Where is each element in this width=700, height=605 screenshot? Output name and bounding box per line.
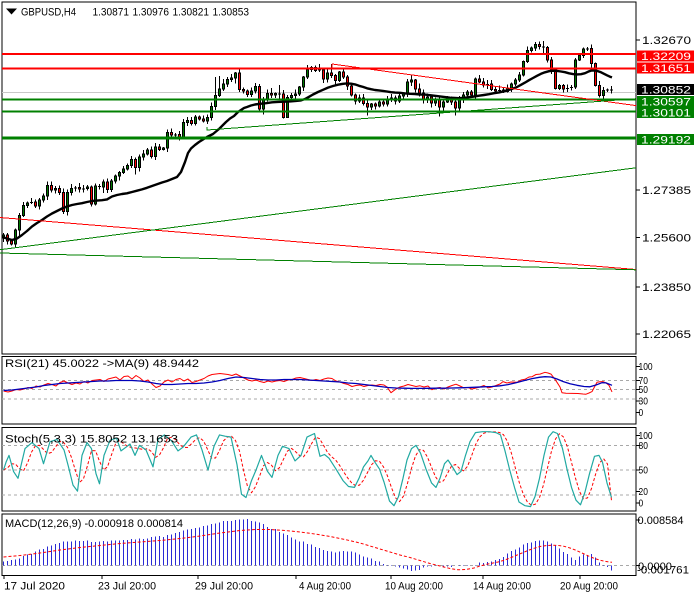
- svg-text:GBPUSD,H4: GBPUSD,H4: [21, 7, 76, 19]
- svg-text:1.31651: 1.31651: [641, 63, 691, 75]
- svg-text:-0.001761: -0.001761: [637, 565, 689, 577]
- svg-text:0.0000: 0.0000: [638, 561, 672, 573]
- svg-text:1.23850: 1.23850: [642, 282, 691, 294]
- svg-text:1.32670: 1.32670: [642, 35, 691, 47]
- svg-text:80: 80: [639, 440, 649, 452]
- svg-text:100: 100: [639, 430, 653, 442]
- svg-text:1.22065: 1.22065: [642, 329, 691, 341]
- svg-text:17 Jul 2020: 17 Jul 2020: [4, 581, 65, 593]
- svg-text:14 Aug 20:00: 14 Aug 20:00: [473, 581, 531, 593]
- svg-text:50: 50: [639, 384, 649, 396]
- svg-text:0: 0: [639, 407, 644, 419]
- svg-text:20: 20: [639, 486, 649, 498]
- svg-text:4 Aug 20:00: 4 Aug 20:00: [299, 581, 351, 593]
- svg-text:1.30852: 1.30852: [641, 85, 691, 97]
- svg-text:29 Jul 20:00: 29 Jul 20:00: [195, 581, 253, 593]
- svg-text:23 Jul 20:00: 23 Jul 20:00: [98, 581, 156, 593]
- svg-text:1.29192: 1.29192: [641, 135, 691, 147]
- svg-text:50: 50: [639, 465, 649, 477]
- svg-text:1.27385: 1.27385: [642, 185, 691, 197]
- svg-text:1.30853: 1.30853: [213, 7, 250, 19]
- svg-text:100: 100: [639, 361, 653, 373]
- svg-text:Stoch(5,3,3) 15.8052 13.1653: Stoch(5,3,3) 15.8052 13.1653: [5, 433, 178, 445]
- svg-text:1.30101: 1.30101: [641, 108, 691, 120]
- svg-text:1.30976: 1.30976: [133, 7, 170, 19]
- svg-text:10 Aug 20:00: 10 Aug 20:00: [385, 581, 443, 593]
- svg-text:1.32209: 1.32209: [641, 51, 691, 63]
- svg-text:70: 70: [639, 375, 649, 387]
- svg-text:30: 30: [639, 395, 649, 407]
- svg-text:1.30597: 1.30597: [641, 97, 691, 109]
- svg-text:1.25600: 1.25600: [642, 233, 691, 245]
- svg-text:1.30871: 1.30871: [93, 7, 130, 19]
- svg-text:20 Aug 20:00: 20 Aug 20:00: [560, 581, 618, 593]
- svg-text:RSI(21) 45.0022 ->MA(9) 48.94: RSI(21) 45.0022 ->MA(9) 48.9442: [5, 358, 199, 370]
- svg-text:0.008584: 0.008584: [638, 515, 684, 527]
- svg-text:MACD(12,26,9) -0.000918 0.0008: MACD(12,26,9) -0.000918 0.000814: [5, 518, 183, 530]
- svg-text:0: 0: [639, 498, 644, 510]
- svg-text:1.30821: 1.30821: [173, 7, 210, 19]
